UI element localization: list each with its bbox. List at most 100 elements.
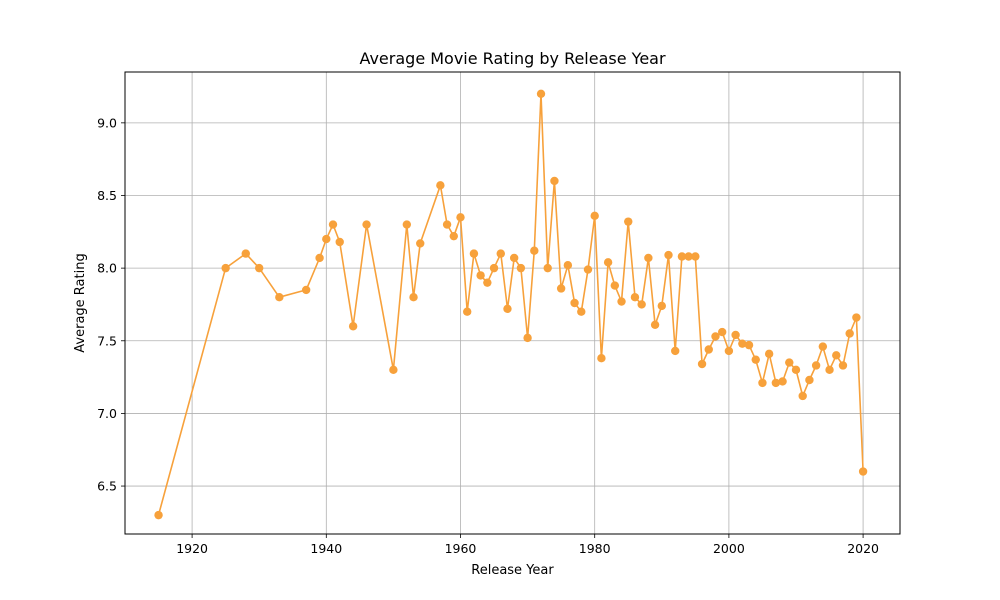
- data-point: [771, 378, 781, 388]
- data-point: [315, 253, 324, 263]
- data-point: [724, 346, 734, 356]
- y-tick-label: 6.5: [97, 479, 117, 494]
- data-point: [617, 297, 626, 306]
- data-point: [469, 249, 479, 258]
- series-average-rating: [154, 89, 868, 520]
- data-point: [583, 265, 593, 274]
- x-tick-label: 2020: [847, 541, 879, 556]
- data-point: [624, 217, 633, 226]
- data-point: [301, 285, 311, 295]
- data-point: [818, 342, 828, 351]
- data-point: [275, 292, 284, 302]
- x-axis: 1920 1940 1960 1980 2000 2020: [176, 534, 879, 556]
- data-point: [221, 263, 230, 273]
- data-point: [684, 252, 693, 261]
- chart-title: Average Movie Rating by Release Year: [359, 49, 666, 68]
- x-tick-label: 1940: [310, 541, 342, 556]
- x-tick-label: 2000: [713, 541, 745, 556]
- data-point: [335, 237, 344, 247]
- data-point: [563, 261, 573, 270]
- data-point: [496, 249, 505, 258]
- y-tick-label: 8.5: [97, 188, 117, 203]
- data-point: [811, 361, 821, 370]
- data-point: [832, 351, 841, 360]
- data-point: [154, 510, 163, 520]
- data-point: [758, 378, 767, 388]
- y-tick-label: 7.5: [97, 333, 117, 348]
- data-point: [409, 292, 418, 302]
- data-point: [322, 234, 331, 244]
- y-axis-label: Average Rating: [73, 253, 88, 352]
- data-point: [570, 298, 579, 308]
- data-point: [717, 327, 727, 337]
- data-point: [241, 249, 250, 258]
- plot-area-frame: [124, 71, 901, 535]
- data-point: [785, 358, 794, 367]
- data-point: [657, 301, 666, 311]
- data-point: [778, 377, 787, 386]
- data-point: [704, 345, 713, 354]
- data-point: [664, 250, 673, 260]
- series-line: [157, 93, 864, 516]
- data-point: [697, 359, 707, 369]
- data-point: [630, 292, 640, 302]
- data-point: [852, 313, 861, 322]
- data-point: [858, 467, 868, 476]
- data-point: [530, 246, 539, 255]
- data-point: [711, 332, 720, 341]
- data-point: [751, 355, 760, 364]
- data-point: [671, 346, 680, 356]
- data-point: [463, 307, 472, 316]
- data-point: [442, 220, 452, 229]
- data-point: [845, 329, 854, 338]
- grid-lines: [125, 72, 900, 534]
- data-point: [550, 176, 559, 186]
- data-point: [764, 349, 774, 359]
- data-point: [798, 391, 807, 401]
- x-tick-label: 1920: [176, 541, 208, 556]
- data-point: [637, 300, 646, 309]
- data-point: [489, 263, 499, 273]
- data-point: [389, 365, 398, 375]
- data-point: [543, 263, 552, 273]
- data-point: [254, 263, 264, 273]
- data-point: [516, 263, 526, 273]
- data-point: [436, 181, 445, 190]
- y-axis: 6.5 7.0 7.5 8.0 8.5 9.0: [97, 115, 125, 494]
- data-point: [577, 307, 586, 316]
- data-point: [731, 330, 740, 340]
- data-point: [476, 271, 485, 280]
- data-point: [644, 253, 653, 263]
- data-point: [838, 361, 848, 370]
- data-point: [650, 320, 660, 329]
- data-point: [825, 365, 834, 375]
- x-tick-label: 1980: [579, 541, 611, 556]
- data-point: [791, 365, 801, 375]
- data-point: [362, 220, 371, 229]
- data-point: [536, 89, 546, 98]
- y-tick-label: 9.0: [97, 115, 117, 130]
- data-point: [509, 253, 519, 263]
- data-point: [456, 213, 465, 222]
- data-point: [348, 322, 358, 331]
- data-point: [805, 375, 814, 385]
- x-axis-label: Release Year: [471, 563, 554, 578]
- data-point: [738, 339, 747, 348]
- y-tick-label: 8.0: [97, 261, 117, 276]
- data-point: [503, 304, 512, 314]
- data-point: [556, 284, 566, 293]
- data-point: [610, 281, 620, 290]
- data-point: [691, 252, 700, 261]
- data-point: [597, 354, 606, 363]
- data-point: [590, 211, 599, 221]
- data-point: [523, 333, 532, 343]
- data-point: [449, 231, 458, 241]
- data-point: [603, 258, 613, 267]
- y-tick-label: 7.0: [97, 406, 117, 421]
- data-point: [328, 220, 338, 229]
- data-point: [744, 340, 754, 350]
- x-tick-label: 1960: [445, 541, 477, 556]
- data-point: [416, 239, 425, 248]
- data-point: [677, 252, 687, 261]
